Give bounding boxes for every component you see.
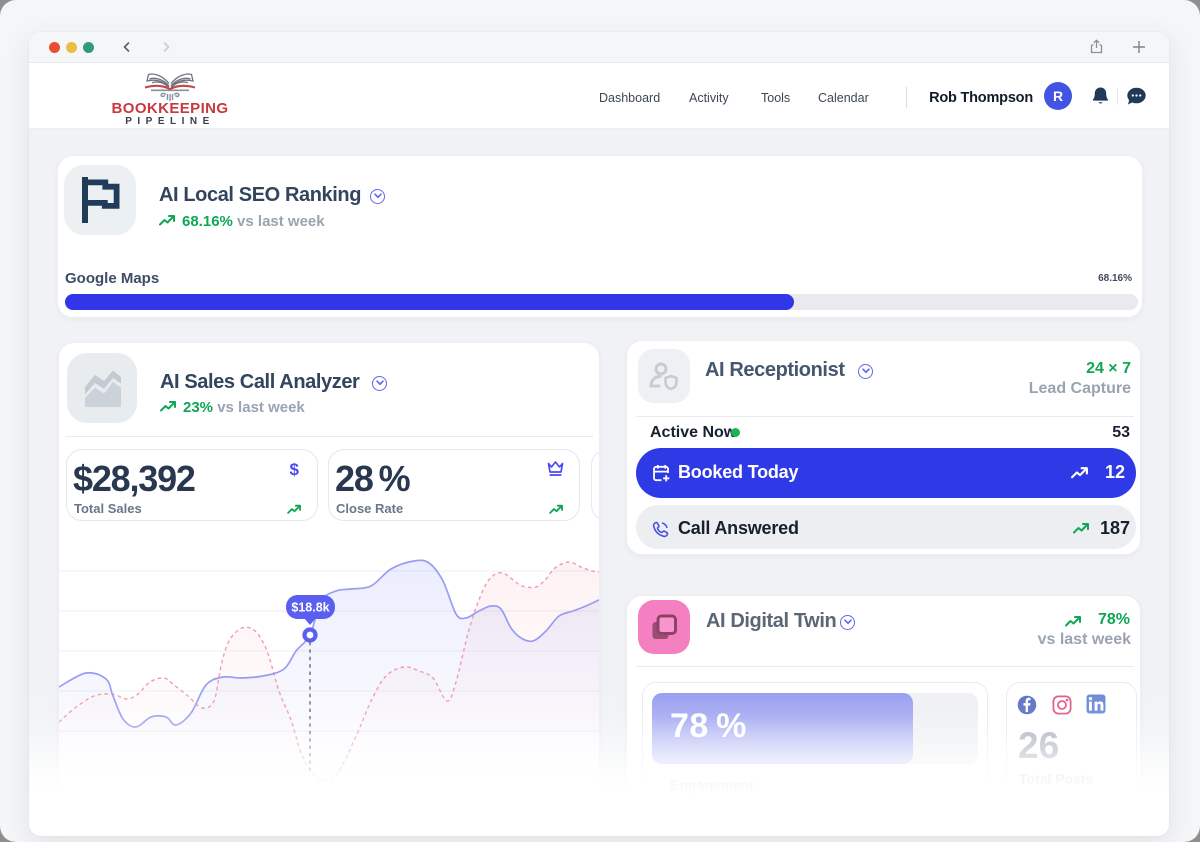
svg-text:$18.8k: $18.8k (291, 601, 329, 615)
